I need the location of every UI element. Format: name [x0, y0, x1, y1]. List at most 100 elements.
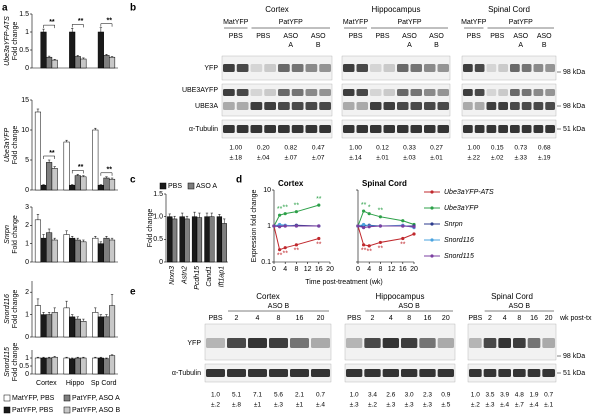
blot-band	[527, 338, 541, 348]
x-tick-label: Hippo	[66, 380, 84, 387]
bar	[103, 316, 110, 338]
quantification: ±.8	[232, 402, 241, 409]
quantification: ±.2	[471, 402, 480, 409]
y-tick-label: 1.5	[19, 11, 29, 18]
data-point	[362, 243, 366, 247]
bar	[103, 177, 110, 191]
blot-band	[223, 89, 235, 96]
genotype-label: MatYFP	[223, 19, 249, 26]
blot-band	[437, 369, 454, 377]
blot-band	[343, 102, 355, 110]
bar	[34, 305, 41, 338]
x-tick-label: 12	[388, 266, 396, 273]
treatment-label: PBS	[490, 33, 504, 40]
blot-title: Spinal Cord	[488, 5, 530, 14]
quantification: ±.2	[368, 402, 377, 409]
data-point	[317, 224, 321, 228]
blot-band	[382, 338, 399, 348]
y-tick-label: 1	[25, 241, 29, 248]
lane-label: 20	[442, 315, 450, 322]
panel-label: b	[130, 3, 136, 14]
treatment-label: PBS	[229, 33, 243, 40]
size-marker: 51 kDa	[563, 126, 585, 133]
blot	[461, 83, 557, 117]
blot-band	[250, 125, 263, 133]
bar	[97, 184, 104, 191]
significance-label: **	[78, 18, 84, 25]
blot-band	[527, 369, 541, 377]
bar	[209, 216, 215, 263]
bar	[40, 184, 47, 191]
blot-band	[419, 369, 436, 377]
data-point	[283, 224, 287, 228]
blot-band	[250, 89, 263, 96]
bar	[40, 314, 47, 338]
blot	[341, 83, 451, 117]
blot-band	[498, 369, 511, 377]
y-axis-label: Snord116	[4, 294, 11, 324]
blot-band	[510, 102, 520, 110]
significance-label: **	[277, 253, 283, 260]
quantification: 1.0	[471, 392, 480, 399]
row-label: UBE3AYFP	[182, 87, 218, 94]
data-point	[278, 222, 282, 227]
treatment-label: ASO	[429, 33, 444, 40]
size-marker: 98 kDa	[563, 353, 585, 360]
quantification: 0.73	[514, 145, 527, 152]
significance-bracket	[71, 24, 84, 28]
quantification: ±.3	[405, 402, 414, 409]
blot-band	[410, 64, 422, 72]
blot-band	[397, 89, 409, 96]
treatment-label: PBS	[467, 33, 481, 40]
bar	[109, 178, 116, 191]
blot-band	[397, 102, 409, 110]
legend-swatch	[63, 394, 71, 402]
data-point	[294, 243, 298, 247]
blot-band	[486, 89, 497, 96]
blot-band	[401, 369, 418, 377]
y-tick-label: 0	[25, 334, 29, 341]
blot-band	[343, 125, 355, 133]
blot-band	[424, 64, 436, 72]
treatment-label: PBS	[348, 33, 362, 40]
lane-label: 20	[317, 315, 325, 322]
bar	[97, 316, 104, 338]
blot-band	[410, 125, 422, 133]
series-line	[357, 225, 415, 229]
bar	[184, 218, 190, 263]
data-point	[294, 224, 298, 228]
data-point	[362, 226, 366, 230]
blot-band	[498, 89, 508, 96]
blot-band	[545, 64, 555, 72]
quantification: ±.1	[544, 402, 553, 409]
legend-label: PatYFP, ASO B	[72, 407, 120, 414]
x-tick-label: 8	[378, 266, 382, 273]
significance-label: **	[378, 208, 384, 215]
genotype-label: MatYFP	[343, 19, 369, 26]
data-point	[283, 246, 287, 250]
blot-band	[264, 102, 276, 110]
x-tick-label: Cortex	[36, 380, 57, 387]
lane-label: 20	[545, 315, 553, 322]
significance-bracket	[71, 170, 84, 174]
data-point	[317, 236, 321, 241]
genotype-label: MatYFP	[461, 19, 487, 26]
lane-label: 16	[424, 315, 432, 322]
blot-band	[370, 102, 382, 110]
bar	[204, 216, 210, 263]
x-tick-label: Astn2	[181, 266, 188, 285]
treatment-label: A	[288, 42, 293, 49]
quantification: ±.3	[386, 402, 395, 409]
blot	[344, 363, 456, 383]
genotype-label: PatYFP	[397, 19, 421, 26]
x-tick-label: 8	[294, 266, 298, 273]
legend-label: Snrpn	[444, 221, 463, 228]
quantification: ±.03	[403, 155, 416, 162]
blot-band	[311, 338, 330, 348]
bar	[51, 312, 58, 338]
blot-band	[319, 64, 331, 72]
blot-band	[463, 64, 473, 72]
bar	[51, 59, 58, 69]
data-point	[278, 248, 282, 252]
significance-bracket	[100, 23, 113, 27]
